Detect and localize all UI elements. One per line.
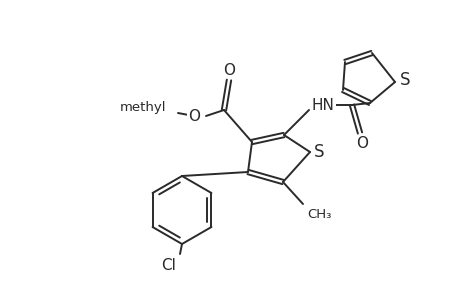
Text: HN: HN	[311, 98, 334, 112]
Text: methyl: methyl	[119, 100, 166, 113]
Text: O: O	[355, 136, 367, 151]
Text: S: S	[399, 71, 409, 89]
Text: CH₃: CH₃	[306, 208, 330, 220]
Text: O: O	[188, 109, 200, 124]
Text: Cl: Cl	[161, 257, 176, 272]
Text: O: O	[223, 62, 235, 77]
Text: S: S	[313, 143, 324, 161]
